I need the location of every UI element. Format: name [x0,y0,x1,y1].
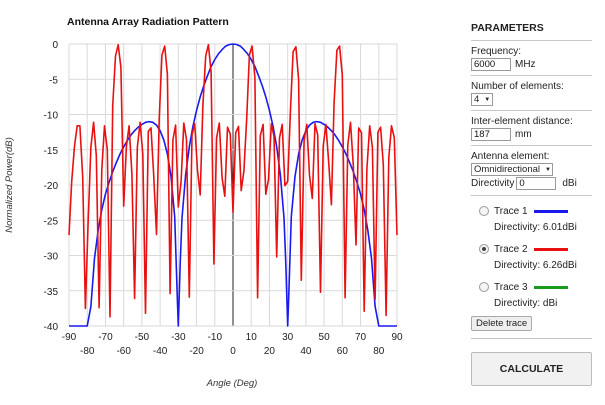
elements-label: Number of elements: [471,81,564,92]
trace-2-directivity: Directivity: 6.26dBi [494,260,577,271]
x-tick-label: -70 [98,332,113,343]
x-tick-label: 20 [264,346,276,357]
x-tick-label: -90 [62,332,77,343]
x-tick-label: -80 [80,346,95,357]
chevron-down-icon: ▼ [545,166,551,173]
frequency-unit: MHz [515,59,536,70]
chart-ticks: 0-5-10-15-20-25-30-35-40-90 -70 -50 -30 -10 1… [44,40,403,357]
y-tick-label: -30 [44,252,59,263]
y-tick-label: -40 [44,322,59,333]
trace-1-directivity: Directivity: 6.01dBi [494,222,577,233]
trace-1-row[interactable]: Trace 1 [471,205,592,217]
trace-2-color-swatch [533,247,568,251]
trace-1-label: Trace 1 [494,205,528,217]
x-tick-label: -50 [135,332,150,343]
trace-3-label: Trace 3 [494,281,528,293]
trace-3-directivity: Directivity: dBi [494,298,558,309]
frequency-label: Frequency: [471,46,522,57]
directivity-unit: dBi [562,178,577,189]
divider [471,40,592,41]
calculate-button[interactable]: CALCULATE [471,352,592,386]
x-tick-label: 70 [355,332,367,343]
trace-3-color-swatch [533,285,568,289]
trace-1-radio[interactable] [479,206,489,216]
divider [471,338,592,339]
directivity-row: Directivity 0 dBi [471,177,592,190]
chevron-down-icon: ▼ [484,96,491,103]
x-tick-label: 30 [282,332,294,343]
antenna-label: Antenna element: [471,151,550,162]
trace-3-radio[interactable] [479,282,489,292]
frequency-row: 6000 MHz [471,58,592,71]
trace-2-radio[interactable] [479,244,489,254]
x-tick-label: 40 [300,346,312,357]
x-tick-label: -30 [171,332,186,343]
x-tick-label: -20 [189,346,204,357]
series-line-2 [68,43,398,318]
y-tick-label: -10 [44,111,59,122]
antenna-select[interactable]: Omnidirectional ▼ [471,163,553,176]
divider [471,145,592,146]
distance-unit: mm [515,129,532,140]
antenna-row: Omnidirectional ▼ [471,163,592,176]
elements-row: 4 ▼ [471,93,592,106]
elements-select-value: 4 [474,94,480,105]
y-tick-label: -25 [44,216,59,227]
elements-select[interactable]: 4 ▼ [471,93,494,106]
x-tick-label: 0 [230,346,236,357]
trace-3-row[interactable]: Trace 3 [471,281,592,293]
y-tick-label: 0 [52,40,58,51]
trace-2-label: Trace 2 [494,243,528,255]
distance-input[interactable]: 187 [471,128,511,141]
chart-title: Antenna Array Radiation Pattern [67,16,229,28]
frequency-input[interactable]: 6000 [471,58,511,71]
x-tick-label: 50 [319,332,331,343]
x-tick-label: 10 [246,332,258,343]
x-tick-label: 60 [337,346,349,357]
trace-2-row[interactable]: Trace 2 [471,243,592,255]
y-tick-label: -20 [44,181,59,192]
distance-label: Inter-element distance: [471,116,573,127]
x-axis-label: Angle (Deg) [206,378,258,389]
chart-series [68,43,398,327]
chart-svg: Antenna Array Radiation Pattern 0 -5 -10 -1… [4,16,403,389]
y-axis-label: Normalized Power(dB) [4,137,15,233]
divider [471,75,592,76]
parameters-panel: PARAMETERS Frequency: 6000 MHz Number of… [471,18,592,386]
delete-trace-button[interactable]: Delete trace [471,316,533,331]
y-tick-label: -35 [44,287,59,298]
x-tick-label: 90 [391,332,403,343]
x-tick-label: -10 [208,332,223,343]
x-tick-label: -40 [153,346,168,357]
divider [471,195,592,196]
divider [471,110,592,111]
antenna-select-value: Omnidirectional [474,164,540,175]
directivity-label: Directivity [471,178,515,189]
trace-1-color-swatch [533,209,568,213]
y-tick-label: -15 [44,146,59,157]
radiation-pattern-chart: Antenna Array Radiation Pattern 0 -5 -10 -1… [4,16,403,389]
parameters-title: PARAMETERS [471,22,544,34]
directivity-input[interactable]: 0 [516,177,557,190]
distance-row: 187 mm [471,128,592,141]
x-tick-label: 80 [373,346,385,357]
y-tick-label: -5 [49,75,58,86]
x-tick-label: -60 [116,346,131,357]
